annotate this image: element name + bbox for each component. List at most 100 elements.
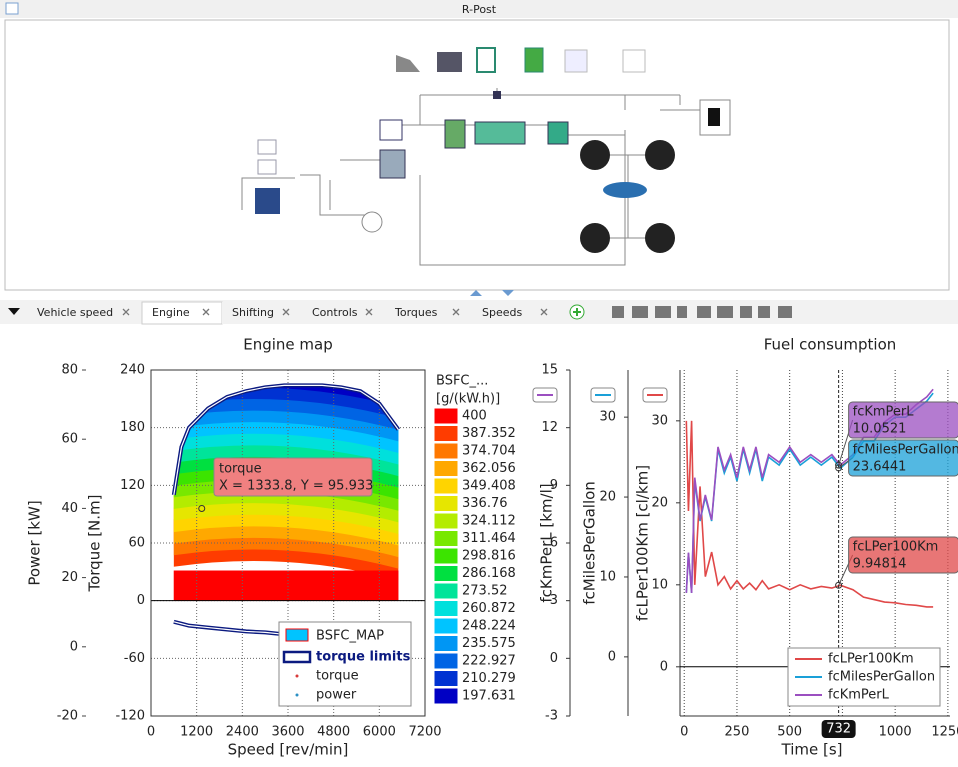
chart-title: Engine map [243, 336, 333, 354]
legend-label: torque limits [316, 650, 411, 665]
toolbar [612, 306, 792, 318]
x-tick-label: 4800 [317, 725, 350, 740]
colorbar-swatch [434, 636, 458, 652]
colorbar-label: 210.279 [462, 671, 516, 686]
y-axis-label: fcLPer100Km [cl/km] [634, 465, 652, 621]
y-tick-label: 240 [120, 363, 145, 378]
colorbar-swatch [434, 653, 458, 669]
legend-label: torque [316, 669, 359, 684]
y-axis-label: fcMilesPerGallon [581, 481, 599, 605]
colorbar-swatch [434, 513, 458, 529]
toolbar-button[interactable] [655, 306, 671, 318]
colorbar-label: 298.816 [462, 549, 516, 564]
app-icon [6, 3, 18, 14]
x-tick-label: 0 [147, 725, 155, 740]
colorbar-label: 400 [462, 409, 487, 424]
icon-engine [437, 52, 462, 72]
wheel [645, 140, 675, 170]
colorbar-label: 362.056 [462, 461, 516, 476]
x-tick-label: 0 [680, 725, 688, 740]
wheel [645, 223, 675, 253]
legend-label: BSFC_MAP [316, 629, 384, 644]
legend-label: fcMilesPerGallon [828, 670, 935, 685]
tab-label: Torques [394, 306, 438, 319]
tab-label: Engine [152, 306, 190, 319]
tab-label: Vehicle speed [37, 306, 113, 319]
y2-tick-label: 80 [61, 363, 78, 378]
tooltip-title: torque [219, 462, 262, 477]
colorbar-label: 374.704 [462, 444, 516, 459]
colorbar-swatch [434, 408, 458, 424]
icon-differential [548, 122, 568, 144]
colorbar-swatch [434, 443, 458, 459]
colorbar-swatch [434, 583, 458, 599]
colorbar-label: 197.631 [462, 689, 516, 704]
legend-swatch [284, 652, 310, 662]
legend-label: fcLPer100Km [828, 652, 914, 667]
icon-transmission [475, 122, 525, 144]
colorbar-swatch [434, 531, 458, 547]
diagram [5, 20, 949, 290]
y-tick-label: 0 [550, 651, 558, 666]
y2-tick-label: 20 [61, 570, 78, 585]
tooltip-title: fcLPer100Km [853, 540, 939, 555]
colorbar-swatch [434, 426, 458, 442]
y-axis-label: Torque [N.m] [86, 494, 104, 592]
x-tick-label: 2400 [226, 725, 259, 740]
colorbar-unit: [g/(kW.h)] [436, 392, 500, 407]
x-tick-label: 3600 [271, 725, 304, 740]
colorbar-label: 273.52 [462, 584, 508, 599]
x-tick-label: 6000 [363, 725, 396, 740]
toolbar-button[interactable] [612, 306, 624, 318]
colorbar-label: 248.224 [462, 619, 516, 634]
colorbar-swatch [434, 601, 458, 617]
icon-step [623, 50, 645, 72]
toolbar-button[interactable] [740, 306, 752, 318]
toolbar-button[interactable] [677, 306, 687, 318]
tooltip-title: fcMilesPerGallon [853, 443, 958, 458]
y-axis-label: fcKmPerL [km/l] [538, 483, 556, 602]
colorbar-swatch [434, 671, 458, 687]
toolbar-button[interactable] [697, 306, 711, 318]
icon-driver [477, 48, 495, 72]
y-tick-label: 180 [120, 420, 145, 435]
y-tick-label: 30 [599, 410, 616, 425]
toolbar-button[interactable] [632, 306, 648, 318]
tab-label: Speeds [482, 306, 522, 319]
legend-swatch [286, 629, 308, 641]
tooltip-text: X = 1333.8, Y = 95.933 [219, 479, 373, 494]
colorbar-label: 235.575 [462, 636, 516, 651]
legend-marker [296, 694, 299, 697]
tooltip-value: 10.0521 [853, 422, 907, 437]
colorbar-label: 286.168 [462, 566, 516, 581]
colorbar-label: 222.927 [462, 654, 516, 669]
tooltip-value: 9.94814 [853, 557, 907, 572]
x-tick-label: 7200 [408, 725, 441, 740]
y-tick-label: 0 [608, 649, 616, 664]
colorbar-swatch [434, 618, 458, 634]
toolbar-button[interactable] [758, 306, 770, 318]
app-window: R-Post Vehicle speedEngineShiftingContro… [0, 0, 958, 767]
icon-fuel-pump [708, 108, 720, 126]
legend-label: power [316, 688, 357, 703]
colorbar-title: BSFC_... [436, 374, 488, 389]
colorbar-swatch [434, 548, 458, 564]
y2-tick-label: 60 [61, 432, 78, 447]
chart-title: Fuel consumption [764, 336, 897, 354]
y-tick-label: 10 [651, 577, 668, 592]
x-axis-label: Speed [rev/min] [228, 741, 349, 759]
map-band [151, 571, 425, 601]
toolbar-button[interactable] [717, 306, 733, 318]
icon-ecu [380, 120, 402, 140]
y-tick-label: 0 [660, 659, 668, 674]
y2-axis-label: Power [kW] [26, 500, 44, 585]
toolbar-button[interactable] [778, 306, 792, 318]
y2-tick-label: 40 [61, 501, 78, 516]
x-tick-label: 500 [777, 725, 802, 740]
icon-gauge [362, 212, 382, 232]
x-tick-label: 1000 [879, 725, 912, 740]
colorbar-swatch [434, 688, 458, 704]
tooltip-value: 23.6441 [853, 460, 907, 475]
colorbar-label: 311.464 [462, 531, 516, 546]
